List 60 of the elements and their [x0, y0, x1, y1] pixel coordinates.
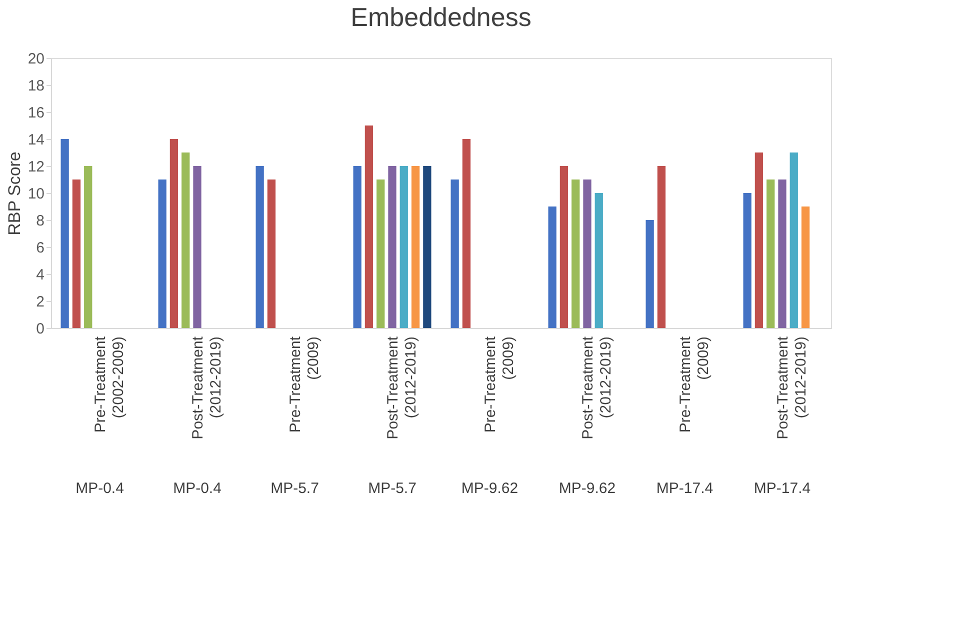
- bar: [766, 180, 775, 328]
- bar: [256, 166, 264, 328]
- y-tick-label: 2: [36, 294, 44, 310]
- text: MP-5.7: [270, 480, 319, 497]
- bar: [267, 180, 276, 328]
- text: MP-9.62: [558, 480, 616, 497]
- bar: [450, 180, 459, 328]
- bar: [84, 166, 92, 328]
- chart-title: Embeddedness: [350, 2, 532, 32]
- y-axis-title: RBP Score: [4, 152, 24, 236]
- bar: [462, 139, 471, 328]
- bar: [353, 166, 362, 328]
- y-tick-label: 8: [36, 212, 44, 230]
- bar: [423, 166, 432, 328]
- bar: [170, 139, 178, 328]
- bar: [388, 166, 396, 328]
- bar: [376, 180, 385, 328]
- bar: [364, 126, 374, 328]
- bar: [572, 180, 580, 328]
- y-tick-label: 4: [36, 266, 44, 284]
- x-tick-label: Pre-Treatment (2009): [286, 336, 322, 433]
- x-tick-label: Pre-Treatment (2002-2009): [92, 336, 127, 433]
- bar: [560, 166, 568, 328]
- text: MP-17.4: [754, 480, 811, 497]
- bar: [411, 166, 420, 328]
- y-tick-label: 18: [28, 78, 44, 94]
- x-tick-label: Pre-Treatment (2009): [676, 336, 712, 433]
- text: MP-0.4: [173, 480, 222, 497]
- bar: [193, 166, 202, 328]
- x-tick-label: Post-Treatment (2012-2019): [384, 336, 420, 440]
- bar: [657, 166, 666, 328]
- x-tick-label: Pre-Treatment (2009): [482, 336, 517, 433]
- bar: [182, 152, 190, 328]
- x-tick-label: Post-Treatment (2012-2019): [579, 336, 614, 440]
- bar: [72, 180, 81, 328]
- text: MP-9.62: [461, 480, 518, 497]
- y-tick-label: 20: [28, 50, 44, 68]
- text: MP-0.4: [76, 480, 124, 497]
- bar: [754, 152, 764, 328]
- y-tick-label: 6: [36, 240, 44, 256]
- y-tick-label: 16: [28, 104, 44, 122]
- bar: [594, 193, 603, 328]
- bar: [60, 139, 69, 328]
- bar: [778, 180, 786, 328]
- bar: [158, 180, 166, 328]
- y-tick-label: 0: [36, 320, 44, 338]
- bar: [646, 220, 654, 328]
- bar: [801, 206, 810, 328]
- bar: [583, 180, 592, 328]
- bar: [790, 152, 798, 328]
- bar: [548, 206, 556, 328]
- y-tick-label: 10: [28, 186, 44, 202]
- y-tick-label: 12: [28, 158, 44, 176]
- text: MP-5.7: [368, 480, 416, 497]
- y-tick-label: 14: [28, 132, 44, 148]
- bar: [400, 166, 408, 328]
- bar: [743, 193, 752, 328]
- x-tick-label: Post-Treatment (2012-2019): [774, 336, 810, 440]
- text: MP-17.4: [656, 480, 714, 497]
- x-tick-label: Post-Treatment (2012-2019): [189, 336, 224, 440]
